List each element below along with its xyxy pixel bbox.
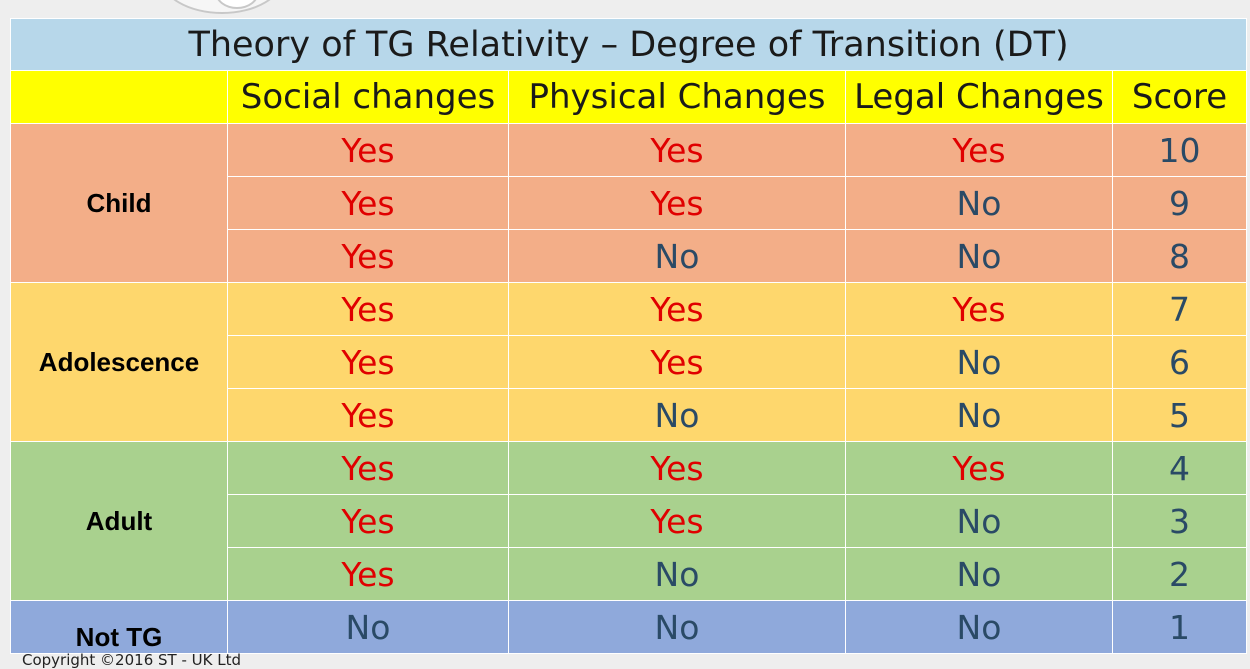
table-title: Theory of TG Relativity – Degree of Tran… bbox=[9, 18, 1248, 71]
header-social-changes: Social changes bbox=[227, 70, 509, 124]
table-row: Yes Yes No 6 bbox=[11, 335, 1248, 389]
table-row: Yes No No 8 bbox=[11, 229, 1248, 283]
physical-change-cell: Yes bbox=[508, 335, 846, 389]
table-row: Adult Yes Yes Yes 4 bbox=[10, 441, 1248, 601]
physical-change-cell: Yes bbox=[508, 282, 846, 336]
social-change-cell: No bbox=[227, 600, 509, 654]
score-cell: 8 bbox=[1111, 229, 1248, 283]
header-row: Social changes Physical Changes Legal Ch… bbox=[10, 70, 1248, 124]
social-change-cell: Yes bbox=[227, 547, 509, 601]
group-label: Adolescence bbox=[10, 282, 228, 442]
legal-change-cell: Yes bbox=[845, 441, 1113, 495]
degree-of-transition-table: Theory of TG Relativity – Degree of Tran… bbox=[9, 18, 1248, 654]
score-cell: 6 bbox=[1111, 335, 1248, 389]
legal-change-cell: No bbox=[845, 229, 1113, 283]
score-cell: 3 bbox=[1111, 494, 1248, 548]
table-row: Not TG No No No 1 bbox=[10, 600, 1248, 654]
legal-change-cell: No bbox=[845, 176, 1113, 230]
physical-change-cell: No bbox=[508, 229, 846, 283]
social-change-cell: Yes bbox=[227, 282, 509, 336]
social-change-cell: Yes bbox=[227, 123, 509, 177]
social-change-cell: Yes bbox=[227, 176, 509, 230]
score-cell: 4 bbox=[1111, 441, 1248, 495]
group-label: Child bbox=[10, 123, 228, 283]
social-change-cell: Yes bbox=[227, 441, 509, 495]
header-score: Score bbox=[1111, 70, 1248, 124]
legal-change-cell: No bbox=[845, 388, 1113, 442]
social-change-cell: Yes bbox=[227, 335, 509, 389]
legal-change-cell: No bbox=[845, 335, 1113, 389]
score-cell: 1 bbox=[1111, 600, 1248, 654]
score-cell: 5 bbox=[1111, 388, 1248, 442]
score-cell: 2 bbox=[1111, 547, 1248, 601]
header-physical-changes: Physical Changes bbox=[508, 70, 846, 124]
table-row: Yes Yes No 9 bbox=[11, 176, 1248, 230]
physical-change-cell: No bbox=[508, 547, 846, 601]
social-change-cell: Yes bbox=[227, 229, 509, 283]
physical-change-cell: No bbox=[508, 388, 846, 442]
group-label: Adult bbox=[10, 441, 228, 601]
title-row: Theory of TG Relativity – Degree of Tran… bbox=[9, 18, 1248, 71]
legal-change-cell: No bbox=[845, 600, 1113, 654]
header-legal-changes: Legal Changes bbox=[845, 70, 1113, 124]
legal-change-cell: No bbox=[845, 494, 1113, 548]
physical-change-cell: Yes bbox=[508, 494, 846, 548]
physical-change-cell: Yes bbox=[508, 123, 846, 177]
physical-change-cell: No bbox=[508, 600, 846, 654]
score-cell: 7 bbox=[1111, 282, 1248, 336]
physical-change-cell: Yes bbox=[508, 441, 846, 495]
legal-change-cell: No bbox=[845, 547, 1113, 601]
social-change-cell: Yes bbox=[227, 494, 509, 548]
header-empty bbox=[10, 70, 228, 124]
social-change-cell: Yes bbox=[227, 388, 509, 442]
legal-change-cell: Yes bbox=[845, 282, 1113, 336]
score-cell: 9 bbox=[1111, 176, 1248, 230]
table-row: Yes No No 2 bbox=[11, 547, 1248, 601]
group-label: Not TG bbox=[10, 600, 228, 654]
copyright-footer: Copyright ©2016 ST - UK Ltd bbox=[22, 651, 241, 669]
table-row: Yes Yes No 3 bbox=[11, 494, 1248, 548]
score-cell: 10 bbox=[1111, 123, 1248, 177]
table-row: Child Yes Yes Yes 10 bbox=[10, 123, 1248, 283]
legal-change-cell: Yes bbox=[845, 123, 1113, 177]
physical-change-cell: Yes bbox=[508, 176, 846, 230]
table-row: Adolescence Yes Yes Yes 7 bbox=[10, 282, 1248, 442]
